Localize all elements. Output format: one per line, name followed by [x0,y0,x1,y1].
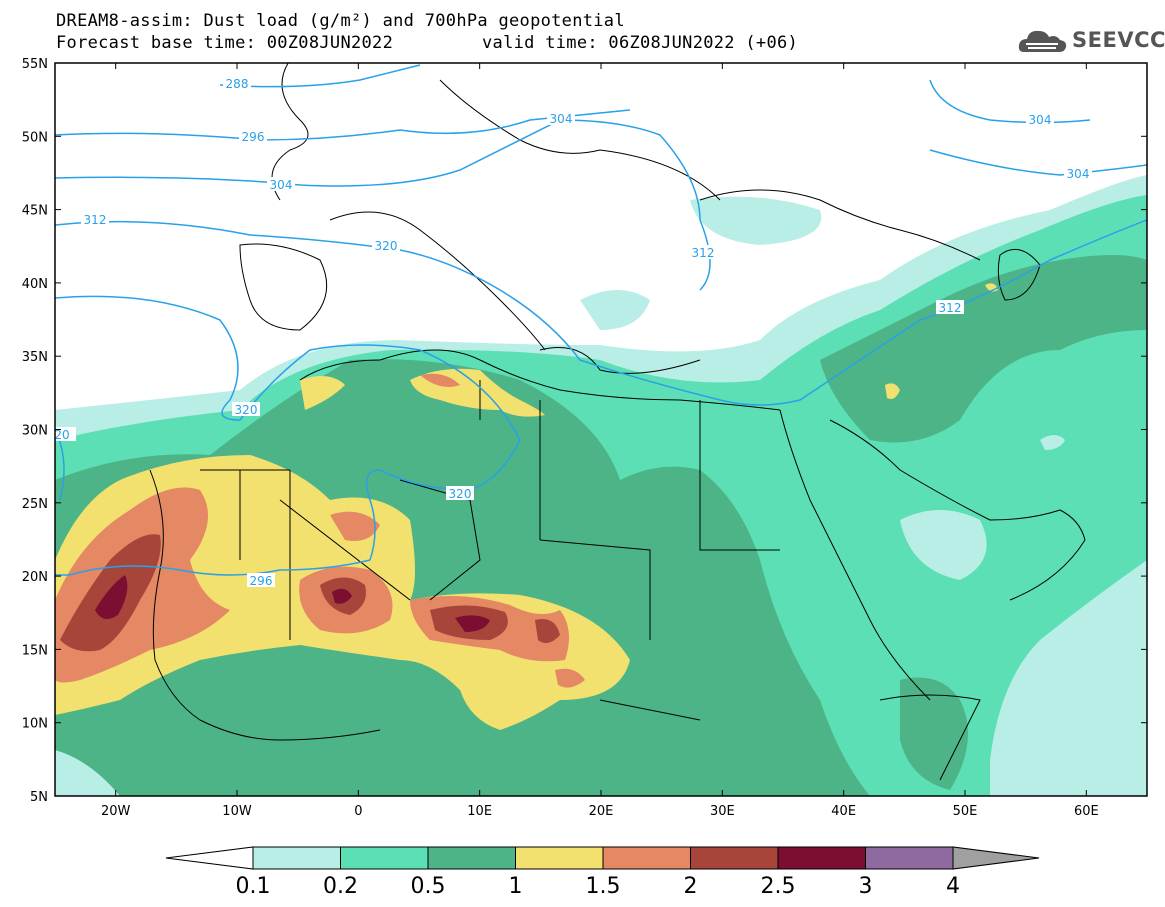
colorbar-tick-label: 1 [509,874,523,899]
colorbar-swatch [602,846,691,870]
contour-label: 312 [939,301,962,315]
valid-time: valid time: 06Z08JUN2022 (+06) [482,33,799,53]
lat-label: 10N [22,717,48,732]
contour-label: 304 [550,112,573,126]
lon-label: 10E [467,804,492,819]
contour-label: 296 [242,130,265,144]
colorbar-tick-label: 1.5 [586,874,621,899]
lon-axis: 20W 10W 0 10E 20E 30E 40E 50E 60E [101,804,1099,819]
colorbar-swatch [427,846,516,870]
colorbar-swatch [252,846,341,870]
lon-label: 50E [953,804,978,819]
contour-label-bg [1064,166,1092,180]
lat-label: 35N [22,350,48,365]
contour-label-bg [239,129,267,143]
colorbar-swatch [515,846,604,870]
lat-label: 40N [22,277,48,292]
colorbar-swatch [340,846,429,870]
contour-label-bg [267,177,295,191]
cloud-logo-icon [1018,30,1067,52]
contour-label-bg [689,245,717,259]
contour-label-bg [936,300,964,314]
contour-label-bg [247,573,275,587]
map-title: DREAM8-assim: Dust load (g/m²) and 700hP… [56,11,625,31]
colorbar-tick-label: 4 [946,874,960,899]
contour-label-bg [372,238,400,252]
colorbar-tick-label: 2.5 [761,874,796,899]
forecast-base-time: Forecast base time: 00Z08JUN2022 [56,33,394,53]
lon-label: 30E [710,804,735,819]
contour-label: 320 [375,239,398,253]
lat-label: 15N [22,643,48,658]
logo-text: SEEVCCC [1072,28,1165,52]
colorbar-tick-label: 3 [859,874,873,899]
lon-label: 0 [354,804,362,819]
colorbar-tick-label: 0.2 [323,874,358,899]
dust-fields [55,175,1147,796]
contour-label: 296 [250,574,273,588]
contour-label: 20 [54,428,69,442]
colorbar-swatch [777,846,866,870]
contour-label-bg [1026,112,1054,126]
colorbar-swatch [865,846,954,870]
contour-label: 320 [449,487,472,501]
lat-label: 5N [30,790,48,805]
contour-label-bg [547,111,575,125]
lat-label: 50N [22,130,48,145]
colorbar-over-arrow [952,846,1040,870]
lat-label: 30N [22,424,48,439]
lat-label: 20N [22,570,48,585]
axis-ticks [55,62,1147,797]
colorbar-under-arrow [165,846,254,870]
contour-label-bg [223,76,251,90]
contour-label-bg [81,212,109,226]
coastlines [149,63,1086,781]
contour-label: 288 [226,77,249,91]
colorbar-tick-label: 0.5 [411,874,446,899]
lon-label: 10W [222,804,252,819]
contour-label-bg [232,402,260,416]
lat-label: 55N [22,57,48,72]
lat-label: 45N [22,204,48,219]
contour-label: 312 [692,246,715,260]
contour-label: 312 [84,213,107,227]
contour-label: 320 [235,403,258,417]
colorbar-swatch [690,846,779,870]
geopotential-contours [55,64,1147,576]
colorbar-tick-label: 2 [684,874,698,899]
lon-label: 20E [589,804,614,819]
lat-label: 25N [22,497,48,512]
lon-label: 20W [101,804,131,819]
contour-label: 304 [1029,113,1052,127]
contour-label-bg [446,486,474,500]
colorbar: 0.1 0.2 0.5 1 1.5 2 2.5 3 4 [165,846,1040,899]
lon-label: 60E [1074,804,1099,819]
contour-labels: 288 296 304 312 320 320 320 296 304 304 312 20 312 30… [48,76,1092,588]
lat-axis: 55N 50N 45N 40N 35N 30N 25N 20N 15N 10N 5N [22,57,48,805]
seevccc-logo: SEEVCCC [1018,26,1165,56]
contour-label: 304 [1067,167,1090,181]
colorbar-tick-label: 0.1 [236,874,271,899]
contour-label: 304 [270,178,293,192]
lon-label: 40E [831,804,856,819]
